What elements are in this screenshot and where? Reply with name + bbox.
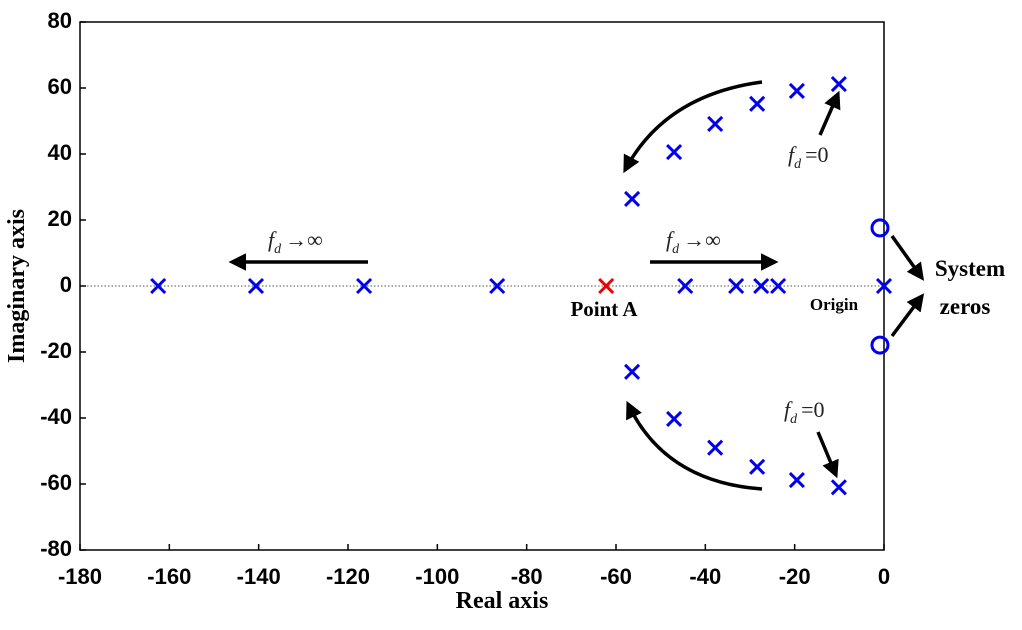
- arrow: [623, 80, 763, 174]
- y-tick-label: -20: [40, 338, 72, 363]
- annotation-sub: d: [672, 242, 680, 257]
- annotation-sub: d: [790, 412, 798, 427]
- pole-marker: [247, 277, 265, 295]
- pole-marker: [770, 277, 787, 295]
- y-tick-label: 60: [48, 74, 72, 99]
- y-tick-label: 0: [60, 272, 72, 297]
- pole-marker: [677, 277, 694, 295]
- annotation-base: f: [666, 227, 675, 252]
- zero-marker: [870, 335, 890, 355]
- x-tick-label: -160: [147, 564, 191, 589]
- x-tick-label: -120: [326, 564, 370, 589]
- pole-marker: [489, 277, 506, 295]
- arrow: [816, 431, 839, 479]
- x-tick-label: -80: [511, 564, 543, 589]
- annotation: fd =0: [784, 397, 825, 427]
- arrows: [228, 80, 925, 491]
- pole-marker: [707, 115, 724, 133]
- x-tick-label: -140: [237, 564, 281, 589]
- annotation-base: f: [784, 397, 793, 422]
- annotation-base: f: [788, 142, 797, 167]
- y-axis-label: Imaginary axis: [4, 209, 30, 363]
- pole-marker: [598, 277, 615, 295]
- x-axis-label: Real axis: [456, 588, 549, 614]
- zeros-label: System: [935, 256, 1005, 281]
- y-tick-label: 40: [48, 140, 72, 165]
- x-tick-label: -40: [689, 564, 721, 589]
- annotation-rest: →∞: [683, 227, 721, 252]
- point-label: Point A: [570, 297, 638, 321]
- x-tick-label: 0: [878, 564, 890, 589]
- pole-marker: [728, 277, 745, 295]
- y-tick-label: 20: [48, 206, 72, 231]
- origin-label: Origin: [810, 295, 859, 314]
- arrow: [890, 234, 925, 281]
- pole-marker: [788, 471, 805, 489]
- arrow: [818, 90, 841, 136]
- annotation-base: f: [268, 227, 277, 252]
- pole-marker: [624, 190, 641, 207]
- pole-marker: [624, 363, 641, 380]
- y-tick-label: 80: [48, 8, 72, 33]
- annotation-rest: =0: [801, 397, 824, 422]
- pole-marker: [753, 277, 770, 295]
- pole-marker: [356, 277, 373, 295]
- annotation: fd →∞: [666, 227, 721, 257]
- zeros-label: zeros: [940, 294, 991, 319]
- x-tick-label: -180: [58, 564, 102, 589]
- annotation-sub: d: [794, 157, 802, 172]
- pole-marker: [666, 410, 683, 428]
- pole-marker: [830, 75, 847, 93]
- annotation: fd =0: [788, 142, 829, 172]
- annotation: fd →∞: [268, 227, 323, 257]
- y-tick-label: -80: [40, 536, 72, 561]
- pole-marker: [150, 277, 167, 295]
- x-tick-label: -100: [415, 564, 459, 589]
- annotation-sub: d: [274, 242, 282, 257]
- y-tick-label: -60: [40, 470, 72, 495]
- y-tick-label: -40: [40, 404, 72, 429]
- pole-marker: [707, 439, 724, 456]
- x-tick-label: -60: [600, 564, 632, 589]
- pole-marker: [666, 143, 683, 161]
- pole-marker: [788, 82, 805, 100]
- annotation-rest: →∞: [285, 227, 323, 252]
- pole-marker: [830, 479, 847, 496]
- zero-marker: [870, 218, 890, 238]
- arrow: [626, 400, 763, 491]
- pole-marker: [875, 277, 893, 295]
- arrow: [890, 293, 925, 338]
- x-tick-label: -20: [779, 564, 811, 589]
- pole-marker: [749, 95, 766, 112]
- pole-marker: [749, 458, 766, 475]
- annotation-rest: =0: [805, 142, 828, 167]
